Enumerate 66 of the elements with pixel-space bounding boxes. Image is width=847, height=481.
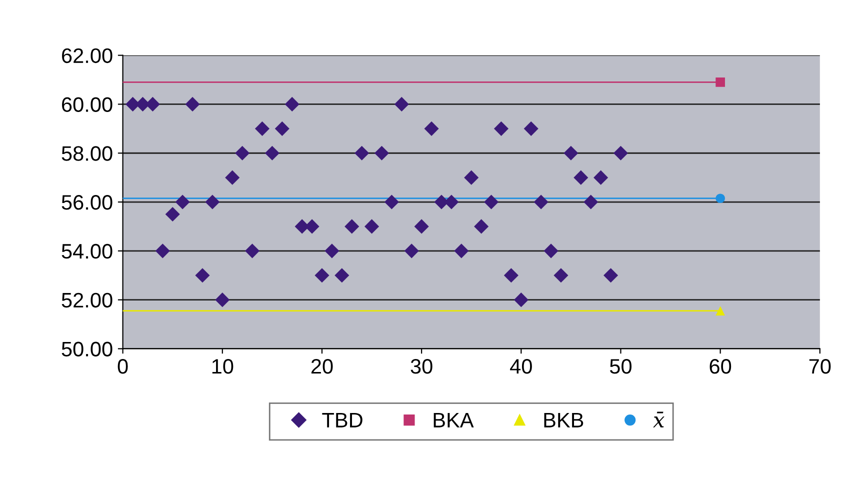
point [474,219,489,234]
x-tick-label: 70 [809,358,831,374]
y-tick-label: 62.00 [62,48,112,64]
point [235,146,250,160]
point [195,268,210,283]
point [584,194,598,210]
point [716,78,725,87]
y-tick-label: 60.00 [62,97,112,112]
point [334,268,350,283]
point [716,306,725,316]
point [613,146,628,160]
point [603,268,618,283]
point [404,244,419,258]
point [414,219,429,234]
point [274,121,290,136]
point [175,194,190,210]
point [464,170,479,185]
point [534,194,548,210]
point [554,268,568,283]
point [364,219,380,234]
legend-label: x̄ [653,412,664,428]
point [574,170,588,185]
point [374,146,390,160]
legend-label: TBD [322,412,362,428]
point [284,96,300,112]
point [185,96,200,112]
point [344,219,360,234]
point [264,146,280,160]
y-tick-label: 56.00 [62,195,112,210]
point [225,170,240,185]
point [514,292,528,308]
point [254,121,270,136]
y-tick-label: 50.00 [62,342,112,356]
point [544,244,558,258]
point [716,194,725,204]
point [594,170,608,185]
point [454,244,469,258]
point [564,146,578,160]
y-tick-label: 54.00 [62,244,112,259]
point [165,206,180,222]
point [504,268,518,283]
point [155,244,170,258]
point [424,121,439,136]
point [524,121,538,136]
y-tick-label: 58.00 [62,146,112,161]
point [494,121,509,136]
point [314,268,330,283]
x-tick-label: 0 [118,358,128,374]
x-tick-label: 10 [212,358,234,374]
point [444,194,459,210]
point [244,244,260,258]
point [215,292,230,308]
point [384,194,399,210]
point [205,194,220,210]
point [324,244,340,258]
x-tick-label: 60 [710,358,732,374]
point [484,194,499,210]
x-tick-label: 20 [311,358,333,374]
legend-label: BKB [544,412,584,428]
x-tick-label: 40 [510,358,532,374]
y-tick-label: 52.00 [62,292,112,308]
point [394,96,409,112]
legend-label: BKA [434,412,474,428]
point [354,146,370,160]
x-tick-label: 30 [410,358,432,374]
x-tick-label: 50 [610,358,632,374]
